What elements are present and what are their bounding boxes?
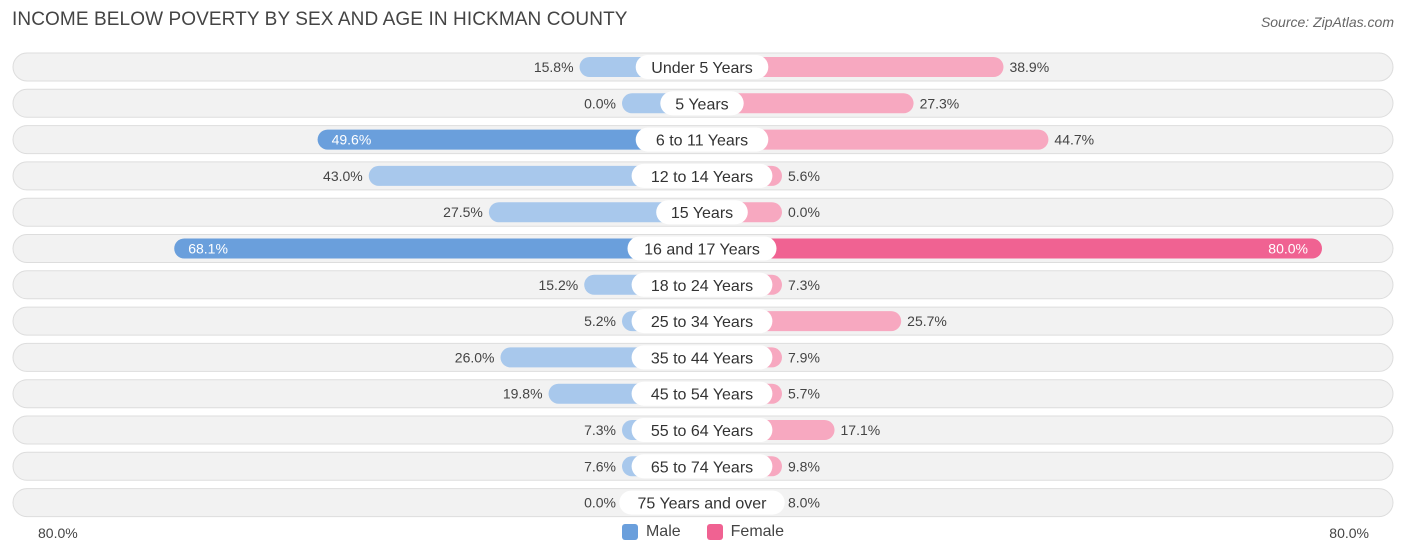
female-value-label: 7.9%	[788, 349, 820, 365]
male-value-label: 7.6%	[584, 458, 616, 474]
female-value-label: 5.7%	[788, 386, 820, 402]
chart-row: 15.8% 38.9% Under 5 Years	[12, 52, 1394, 82]
category-pill	[631, 272, 773, 297]
chart-row: 7.3% 17.1% 55 to 64 Years	[12, 415, 1394, 445]
category-label: 35 to 44 Years	[651, 350, 753, 367]
chart-row: 27.5% 0.0% 15 Years	[12, 197, 1394, 227]
legend: Male Female	[0, 523, 1406, 541]
legend-label-female: Female	[730, 523, 785, 540]
chart-row: 43.0% 5.6% 12 to 14 Years	[12, 161, 1394, 191]
male-value-label: 43.0%	[323, 168, 363, 184]
male-value-label: 15.8%	[534, 59, 574, 75]
category-label: 18 to 24 Years	[651, 278, 753, 295]
category-label: 12 to 14 Years	[651, 169, 753, 186]
chart-row: 26.0% 7.9% 35 to 44 Years	[12, 342, 1394, 372]
female-value-label: 27.3%	[920, 95, 960, 111]
chart-title: INCOME BELOW POVERTY BY SEX AND AGE IN H…	[12, 9, 628, 30]
category-pill	[635, 55, 769, 79]
chart-row: 68.1% 80.0% 16 and 17 Years	[12, 234, 1394, 263]
category-pill	[619, 490, 785, 515]
chart-row: 5.2% 25.7% 25 to 34 Years	[12, 306, 1394, 336]
chart-row: 19.8% 5.7% 45 to 54 Years	[12, 379, 1394, 409]
category-pill	[631, 345, 773, 370]
category-label: Under 5 Years	[651, 60, 752, 77]
diverging-bar-chart: 15.8% 38.9% Under 5 Years 0.0% 27.3% 5 Years 4…	[12, 52, 1394, 518]
category-pill	[660, 91, 744, 116]
chart-row: 0.0% 8.0% 75 Years and over	[12, 488, 1394, 518]
category-label: 25 to 34 Years	[651, 314, 753, 331]
male-value-label: 0.0%	[584, 495, 616, 511]
category-label: 16 and 17 Years	[644, 242, 760, 259]
male-value-label: 19.8%	[503, 386, 543, 402]
male-bar[interactable]	[488, 202, 702, 223]
male-value-label: 15.2%	[538, 277, 578, 293]
category-pill	[635, 127, 769, 152]
source-label: Source: ZipAtlas.com	[1260, 14, 1394, 30]
legend-item-male[interactable]: Male	[621, 523, 681, 541]
chart-row: 0.0% 27.3% 5 Years	[12, 88, 1394, 118]
male-bar[interactable]	[174, 238, 703, 259]
male-bar[interactable]	[317, 129, 702, 150]
male-value-label: 7.3%	[584, 422, 616, 438]
female-value-label: 8.0%	[788, 495, 820, 511]
category-label: 55 to 64 Years	[651, 423, 753, 440]
category-label: 15 Years	[671, 205, 733, 222]
category-label: 5 Years	[675, 96, 728, 113]
male-value-label: 27.5%	[443, 204, 483, 220]
axis-right-label: 80.0%	[1329, 525, 1369, 541]
legend-item-female[interactable]: Female	[706, 523, 785, 541]
category-label: 75 Years and over	[638, 496, 768, 513]
female-value-label: 80.0%	[1268, 241, 1308, 257]
female-value-label: 5.6%	[788, 168, 820, 184]
category-pill	[631, 381, 773, 406]
female-value-label: 17.1%	[841, 422, 881, 438]
male-value-label: 26.0%	[455, 349, 495, 365]
category-pill	[631, 418, 773, 442]
chart-row: 49.6% 44.7% 6 to 11 Years	[12, 125, 1394, 155]
category-pill	[656, 200, 748, 225]
male-bar[interactable]	[368, 165, 702, 186]
legend-swatch-male	[621, 524, 638, 540]
chart-row: 7.6% 9.8% 65 to 74 Years	[12, 451, 1394, 481]
male-value-label: 5.2%	[584, 313, 616, 329]
female-value-label: 44.7%	[1054, 132, 1094, 148]
female-bar[interactable]	[702, 129, 1049, 150]
category-pill	[631, 163, 773, 188]
female-bar[interactable]	[702, 238, 1322, 259]
chart-row: 15.2% 7.3% 18 to 24 Years	[12, 270, 1394, 300]
category-pill	[627, 236, 777, 261]
legend-swatch-female	[706, 524, 723, 540]
female-value-label: 9.8%	[788, 458, 820, 474]
category-pill	[631, 309, 773, 334]
axis-left-label: 80.0%	[38, 525, 78, 541]
category-pill	[631, 454, 773, 479]
female-value-label: 38.9%	[1009, 59, 1049, 75]
category-label: 6 to 11 Years	[656, 133, 748, 150]
female-value-label: 0.0%	[788, 204, 820, 220]
female-bar[interactable]	[702, 57, 1004, 77]
female-bar[interactable]	[702, 93, 914, 114]
female-value-label: 7.3%	[788, 277, 820, 293]
female-value-label: 25.7%	[907, 313, 947, 329]
male-value-label: 68.1%	[188, 241, 228, 257]
category-label: 45 to 54 Years	[651, 387, 753, 404]
male-value-label: 49.6%	[332, 132, 372, 148]
category-label: 65 to 74 Years	[651, 459, 753, 476]
male-value-label: 0.0%	[584, 95, 616, 111]
legend-label-male: Male	[645, 523, 681, 540]
